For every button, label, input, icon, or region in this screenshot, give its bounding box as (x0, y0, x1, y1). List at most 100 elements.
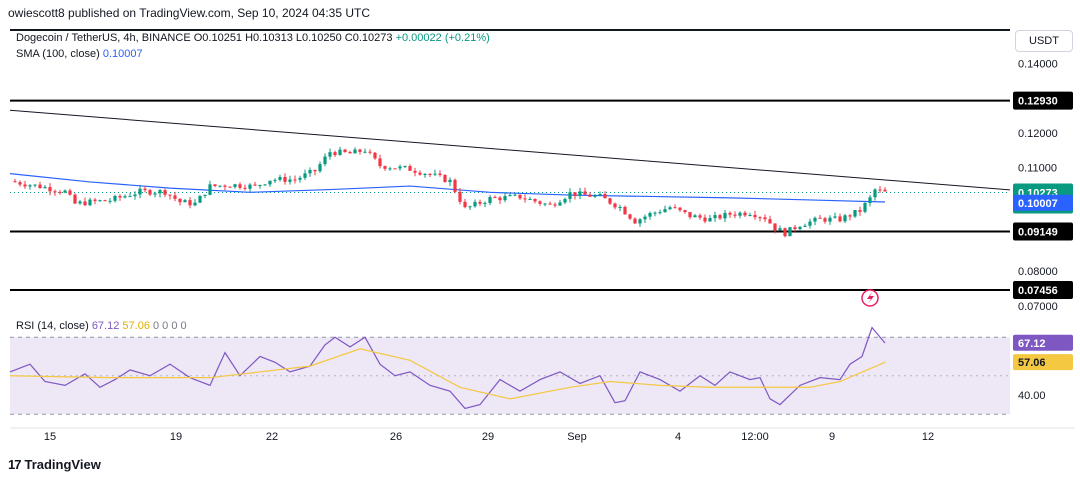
candle-body (798, 226, 802, 230)
candle-body (588, 194, 592, 197)
candle-body (298, 177, 302, 180)
candle-body (343, 149, 347, 153)
candle-body (258, 184, 262, 186)
candle-body (568, 192, 572, 199)
candle-body (833, 216, 837, 218)
candle-body (48, 187, 52, 192)
candle-body (653, 212, 657, 214)
sma-price-label: 0.10007 (1018, 198, 1058, 210)
candle-body (528, 198, 532, 200)
candle-body (433, 173, 437, 175)
candle-body (168, 194, 172, 196)
rsi-ma-value: 57.06 (122, 320, 150, 332)
candle-body (863, 202, 867, 212)
candle-body (823, 218, 827, 222)
candle-body (263, 184, 267, 186)
candle-body (608, 198, 612, 204)
candle-body (103, 200, 107, 202)
candle-body (618, 206, 622, 208)
sma-label: SMA (100, close) (16, 48, 100, 60)
candle-body (78, 201, 82, 204)
candle-body (123, 196, 127, 198)
candle-body (418, 172, 422, 175)
sma-line (9, 173, 886, 203)
candle-body (533, 198, 537, 202)
candle-body (178, 198, 182, 203)
rsi-ma-last-label: 57.06 (1018, 357, 1046, 369)
candle-body (668, 207, 672, 210)
candle-body (323, 156, 327, 165)
candle-body (583, 191, 587, 195)
candle-body (513, 194, 517, 196)
rsi-last-box (1013, 334, 1073, 351)
candle-body (748, 214, 752, 216)
candle-body (628, 214, 632, 219)
candle-body (613, 203, 617, 208)
currency-button[interactable]: USDT (1015, 30, 1073, 52)
symbol-title: Dogecoin / TetherUS, 4h, BINANCE (16, 32, 191, 44)
candle-body (93, 199, 97, 201)
candle-body (828, 217, 832, 222)
candle-body (113, 195, 117, 201)
candle-body (603, 194, 607, 199)
price-change: +0.00022 (+0.21%) (395, 32, 490, 44)
candle-body (763, 217, 767, 220)
candle-body (373, 152, 377, 159)
candle-body (438, 173, 442, 175)
price-tick-label: 0.11000 (1018, 162, 1057, 174)
price-tick-label: 0.14000 (1018, 59, 1058, 71)
candles (13, 146, 887, 238)
candle-body (233, 184, 237, 187)
candle-body (818, 217, 822, 219)
candle-body (658, 212, 662, 214)
candle-body (363, 151, 367, 153)
candle-body (183, 200, 187, 203)
candle-body (503, 196, 507, 201)
candle-body (733, 214, 737, 216)
candle-body (518, 194, 522, 199)
candle-body (393, 168, 397, 170)
candle-body (753, 214, 757, 218)
candle-body (428, 173, 432, 175)
candle-body (718, 215, 722, 219)
candle-body (688, 212, 692, 218)
candle-body (678, 207, 682, 211)
candle-body (663, 209, 667, 213)
candle-body (563, 198, 567, 203)
candle-body (118, 195, 122, 198)
candle-body (633, 218, 637, 224)
time-tick-label: 29 (482, 431, 494, 443)
candle-body (163, 190, 167, 195)
candle-body (353, 149, 357, 154)
candle-body (473, 201, 477, 207)
level-label-2: 0.07456 (1018, 285, 1058, 297)
candle-body (348, 152, 352, 154)
candle-body (848, 215, 852, 217)
candle-body (768, 219, 772, 224)
symbol-legend: Dogecoin / TetherUS, 4h, BINANCE O0.1025… (16, 32, 490, 44)
candle-body (308, 169, 312, 174)
candle-body (358, 149, 362, 152)
candle-body (738, 212, 742, 216)
candle-body (378, 158, 382, 167)
candle-body (253, 184, 257, 186)
candle-body (368, 151, 372, 153)
candle-body (493, 197, 497, 199)
candle-body (448, 179, 452, 183)
time-tick-label: 15 (44, 431, 56, 443)
candle-body (218, 185, 222, 187)
ohlc-values: O0.10251 H0.10313 L0.10250 C0.10273 (193, 32, 393, 44)
candle-body (838, 216, 842, 222)
price-tick-label: 0.07000 (1018, 301, 1058, 313)
candle-body (248, 184, 252, 189)
candle-body (18, 182, 22, 185)
tradingview-logo-text: TradingView (24, 457, 101, 472)
candle-body (148, 190, 152, 195)
candle-body (423, 173, 427, 175)
candle-body (498, 197, 502, 201)
candle-body (228, 186, 232, 188)
candle-body (138, 188, 142, 195)
level-label-0: 0.12930 (1018, 96, 1058, 108)
candle-body (188, 200, 192, 206)
